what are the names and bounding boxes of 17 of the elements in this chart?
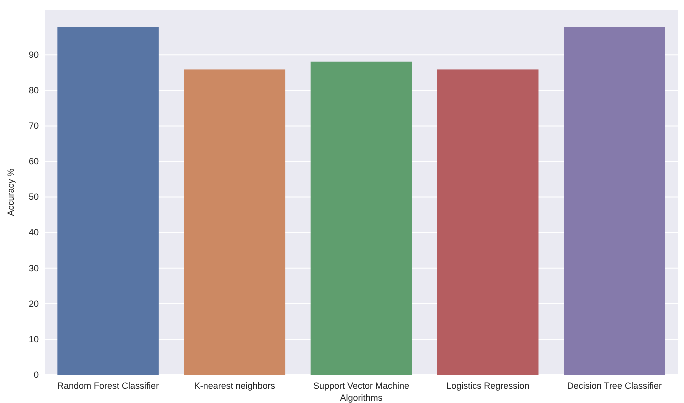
y-tick-label: 80 <box>28 86 39 96</box>
y-tick-label: 20 <box>28 298 39 309</box>
x-tick-label: Random Forest Classifier <box>58 381 160 391</box>
x-tick-label: Support Vector Machine <box>313 381 410 391</box>
y-axis-title: Accuracy % <box>6 168 16 216</box>
y-tick-label: 50 <box>28 192 39 202</box>
y-tick-label: 40 <box>28 228 39 238</box>
y-tick-label: 0 <box>34 370 39 380</box>
y-tick-label: 10 <box>28 334 39 344</box>
x-axis-title: Algorithms <box>340 393 384 403</box>
y-tick-label: 90 <box>28 50 39 60</box>
y-tick-label: 60 <box>28 156 39 167</box>
x-tick-label: Logistics Regression <box>446 381 530 391</box>
x-tick-label: K-nearest neighbors <box>194 381 276 391</box>
y-tick-label: 70 <box>28 121 39 132</box>
y-tick-label: 30 <box>28 263 39 274</box>
x-tick-label: Decision Tree Classifier <box>567 381 662 391</box>
